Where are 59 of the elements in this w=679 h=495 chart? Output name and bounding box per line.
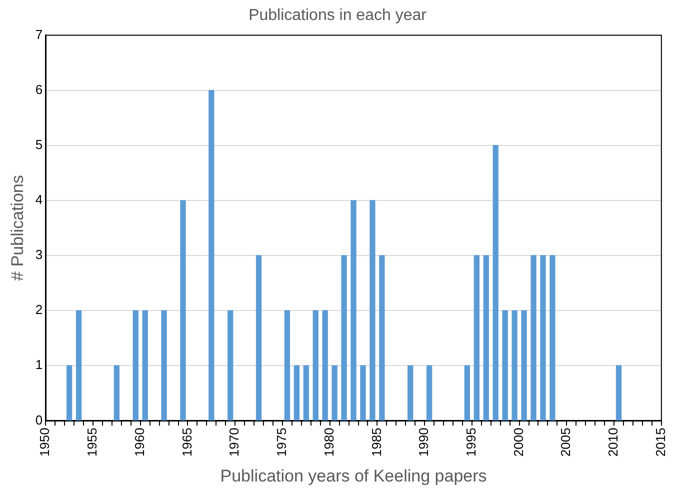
- bar: [341, 255, 347, 421]
- bar: [408, 365, 414, 421]
- bar: [512, 310, 518, 421]
- bar: [322, 310, 328, 421]
- bar: [370, 200, 376, 421]
- x-tick-label: 2015: [652, 428, 668, 457]
- bar: [483, 255, 489, 421]
- y-tick-label: 2: [35, 302, 43, 318]
- x-tick-label: 1975: [274, 428, 290, 457]
- x-tick-label: 2000: [510, 428, 526, 457]
- y-axis-title: # Publications: [8, 175, 27, 281]
- bar: [208, 90, 214, 421]
- chart-title: Publications in each year: [248, 7, 428, 24]
- x-tick-label: 2010: [606, 428, 621, 457]
- bar: [332, 365, 338, 421]
- bar: [256, 255, 262, 421]
- bar: [161, 310, 167, 421]
- x-tick-label: 1995: [464, 428, 479, 457]
- bar: [474, 255, 480, 421]
- bar: [76, 310, 82, 421]
- bar: [550, 255, 556, 421]
- y-tick-label: 6: [35, 82, 43, 97]
- bar: [464, 365, 470, 421]
- x-tick-label: 1960: [132, 428, 147, 457]
- bar: [180, 200, 186, 421]
- x-tick-label: 1985: [368, 428, 384, 457]
- x-axis-title: Publication years of Keeling papers: [220, 466, 487, 486]
- bar: [66, 365, 72, 421]
- bar: [616, 365, 622, 421]
- bar: [303, 365, 309, 421]
- bar: [379, 255, 385, 421]
- x-tick-label: 2005: [558, 428, 574, 457]
- y-tick-label: 3: [35, 247, 43, 262]
- x-tick-label: 1965: [179, 428, 194, 457]
- bar: [360, 365, 366, 421]
- bar: [284, 310, 290, 421]
- x-tick-label: 1970: [226, 428, 242, 457]
- bar: [502, 310, 508, 421]
- bar: [521, 310, 527, 421]
- y-tick-label: 0: [35, 412, 43, 428]
- y-tick-label: 1: [35, 357, 43, 372]
- x-tick-label: 1980: [321, 428, 336, 457]
- y-tick-label: 7: [35, 26, 43, 42]
- bar: [426, 365, 432, 421]
- bar: [530, 255, 536, 421]
- bar: [492, 145, 498, 421]
- bar: [114, 365, 120, 421]
- bar: [228, 310, 234, 421]
- y-tick-label: 4: [35, 192, 43, 207]
- x-tick-label: 1950: [37, 428, 52, 457]
- x-tick-label: 1990: [416, 428, 432, 457]
- bar: [350, 200, 356, 421]
- bar: [294, 365, 300, 421]
- bar: [312, 310, 318, 421]
- y-tick-label: 5: [35, 136, 43, 152]
- x-tick-label: 1955: [84, 428, 100, 457]
- bar: [132, 310, 138, 421]
- bar: [540, 255, 546, 421]
- bar: [142, 310, 148, 421]
